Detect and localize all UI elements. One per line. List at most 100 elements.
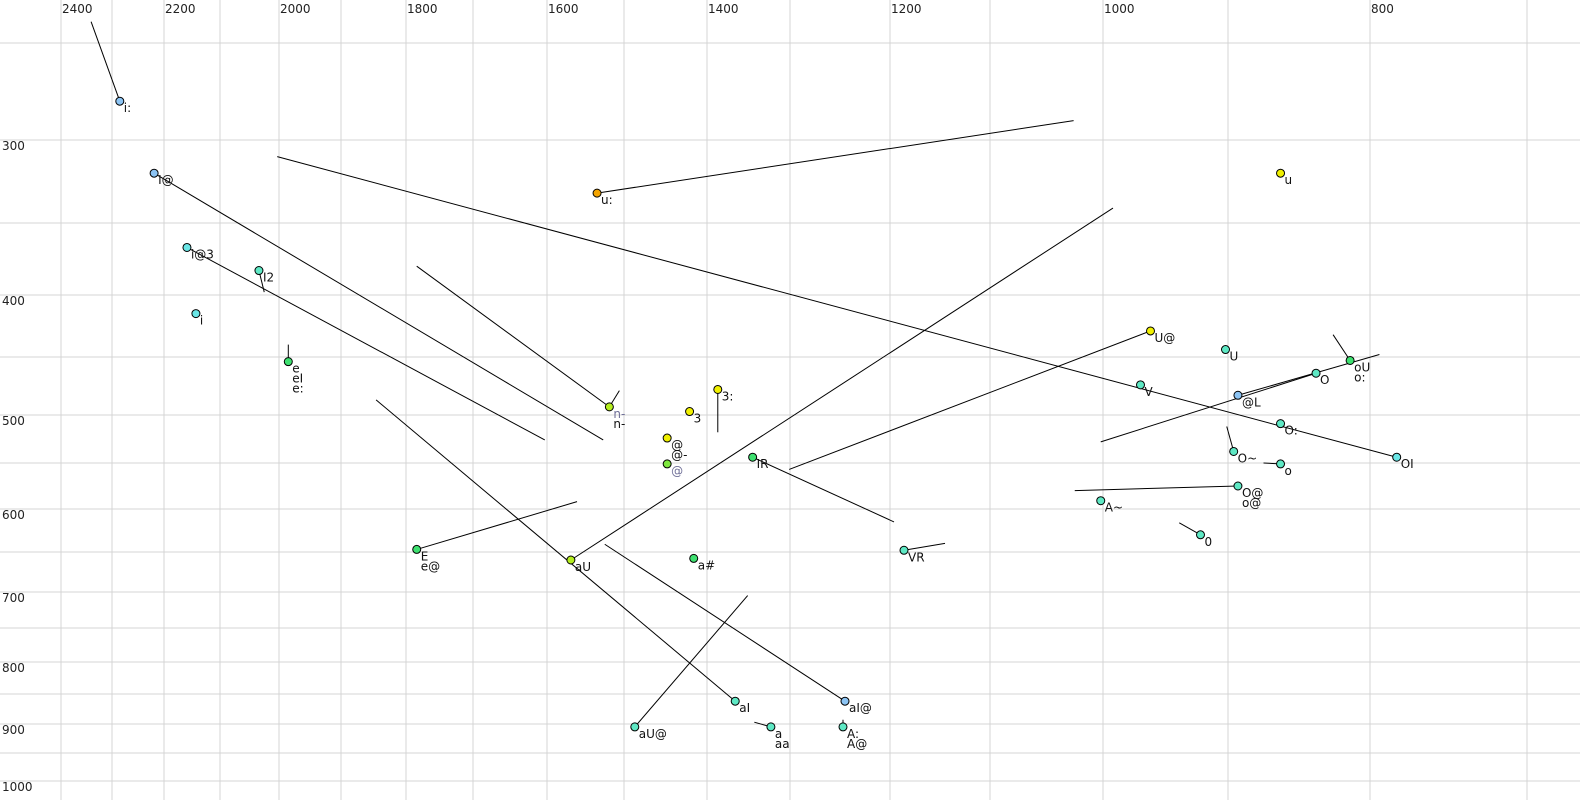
vowel-point[interactable]: @L [1233,390,1261,409]
point-marker[interactable] [840,696,850,706]
y-tick-label: 600 [2,508,25,522]
point-marker[interactable] [1233,481,1243,491]
point-marker[interactable] [604,402,614,412]
vowel-label: U [1230,350,1239,364]
vowel-point[interactable]: 0 [1196,530,1213,549]
point-marker[interactable] [899,545,909,555]
y-tick-label: 1000 [2,780,33,794]
vowel-label: u: [601,193,613,207]
vowel-point[interactable]: oUo: [1345,355,1370,384]
point-marker[interactable] [254,266,264,276]
point-marker[interactable] [713,384,723,394]
point-marker[interactable] [630,722,640,732]
point-marker[interactable] [1233,390,1243,400]
vowel-point[interactable]: U [1221,345,1239,364]
x-tick-label: 1800 [407,2,438,16]
point-marker[interactable] [766,722,776,732]
vowel-label: 3: [722,389,734,403]
point-marker[interactable] [1276,459,1286,469]
x-tick-label: 1000 [1104,2,1135,16]
point-marker[interactable] [1096,496,1106,506]
vowel-point[interactable]: aU [566,555,591,574]
formant-trajectory [634,595,749,728]
vowel-point[interactable]: Ee@ [412,544,440,573]
vowel-point[interactable]: O~ [1229,446,1258,465]
vowel-point[interactable]: I2 [254,266,274,285]
vowel-point[interactable]: 3 [685,407,702,426]
vowel-label: o: [1354,370,1365,384]
vowel-point[interactable]: @@- [662,433,688,462]
point-marker[interactable] [1311,368,1321,378]
vowel-point[interactable]: O@o@ [1233,481,1263,510]
point-marker[interactable] [115,96,125,106]
formant-trajectory [416,265,610,408]
point-marker[interactable] [689,553,699,563]
formant-trajectory [788,330,1151,470]
point-marker[interactable] [412,544,422,554]
point-marker[interactable] [592,188,602,198]
point-marker[interactable] [1276,168,1286,178]
vowel-point[interactable]: i [191,309,203,328]
vowel-point[interactable]: V [1136,380,1154,399]
point-marker[interactable] [838,722,848,732]
vowel-point[interactable]: A:A@ [838,722,867,751]
point-marker[interactable] [1345,355,1355,365]
point-marker[interactable] [662,459,672,469]
vowel-point[interactable]: O [1311,368,1329,387]
vowel-point[interactable]: OI [1392,452,1414,471]
vowel-point[interactable]: a# [689,553,715,572]
point-marker[interactable] [1136,380,1145,390]
vowel-label: @ [671,438,683,452]
vowel-point[interactable]: I@ [149,168,174,187]
x-tick-label: 800 [1371,2,1394,16]
point-marker[interactable] [149,168,159,178]
vowel-point[interactable]: i@3 [182,242,214,261]
vowel-point[interactable]: aU@ [630,722,667,741]
vowel-point[interactable]: IR [748,452,769,471]
point-marker[interactable] [685,407,695,417]
vowel-label: 0 [1205,535,1213,549]
vowel-point[interactable]: n-n- [604,402,625,431]
vowel-label: O~ [1238,451,1258,465]
vowel-label: E [421,549,429,563]
point-marker[interactable] [566,555,576,565]
point-marker[interactable] [1196,530,1205,540]
vowel-point[interactable]: 3: [713,384,734,403]
point-marker[interactable] [182,242,192,252]
vowel-point[interactable]: o [1276,459,1292,478]
vowel-label: O@ [1242,486,1263,500]
point-marker[interactable] [191,309,201,319]
point-marker[interactable] [1392,452,1402,462]
point-marker[interactable] [730,696,740,706]
point-marker[interactable] [1229,446,1239,456]
formant-trajectory [1100,372,1317,443]
point-marker[interactable] [748,452,758,462]
point-marker[interactable] [283,357,293,367]
vowel-label: oU [1354,360,1370,374]
vowel-point[interactable]: aI@ [840,696,872,715]
vowel-point[interactable]: u [1276,168,1293,187]
vowel-point[interactable]: O: [1276,419,1298,438]
vowel-point[interactable]: u: [592,188,613,207]
vowel-label: A: [847,727,859,741]
vowel-label: @ [671,464,683,478]
vowel-point[interactable]: i: [115,96,131,115]
point-marker[interactable] [1221,345,1230,355]
vowel-label: aa [775,737,790,751]
vowel-point[interactable]: U@ [1146,326,1176,345]
point-marker[interactable] [662,433,672,443]
vowel-point[interactable]: A~ [1096,496,1123,515]
vowel-point[interactable]: @ [662,459,683,478]
vowel-label: @- [671,448,687,462]
vowel-point[interactable]: VR [899,545,925,564]
vowel-point[interactable]: aI [730,696,750,715]
vowel-label: aI [739,701,750,715]
x-tick-label: 1200 [891,2,922,16]
x-tick-label: 2200 [165,2,196,16]
vowel-point[interactable]: aaa [766,722,790,751]
point-marker[interactable] [1146,326,1155,336]
point-marker[interactable] [1276,419,1286,429]
